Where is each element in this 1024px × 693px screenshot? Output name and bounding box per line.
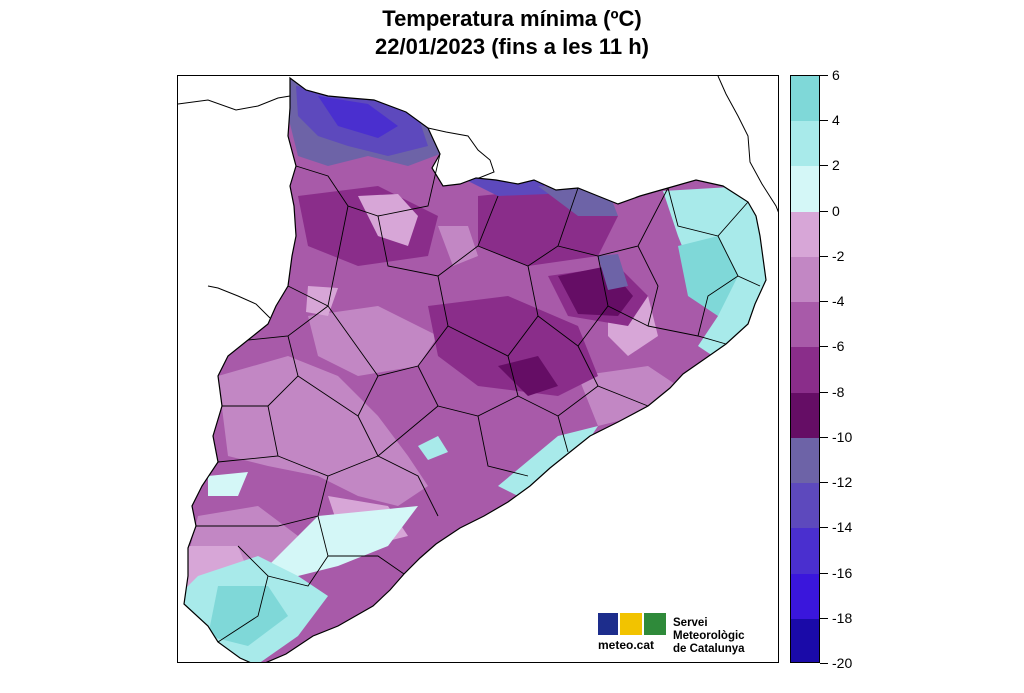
color-legend-bar bbox=[790, 75, 820, 663]
legend-tick-label: 4 bbox=[832, 112, 840, 129]
temperature-map: meteo.cat Servei Meteorològic de Catalun… bbox=[177, 75, 779, 663]
legend-tick-label: -14 bbox=[832, 519, 853, 536]
legend-swatch bbox=[791, 211, 819, 257]
catalonia-border bbox=[183, 76, 767, 662]
legend-tick bbox=[820, 527, 828, 529]
legend-swatch bbox=[791, 166, 819, 212]
legend-tick bbox=[820, 165, 828, 167]
legend-tick-label: -16 bbox=[832, 564, 853, 581]
meteocat-logo[interactable]: meteo.cat bbox=[598, 613, 668, 655]
legend-tick bbox=[820, 346, 828, 348]
legend-swatch bbox=[791, 528, 819, 574]
legend-tick-label: 0 bbox=[832, 202, 840, 219]
legend-swatch bbox=[791, 392, 819, 438]
legend-swatch bbox=[791, 437, 819, 484]
legend-swatch bbox=[791, 573, 819, 619]
legend-tick-label: -4 bbox=[832, 293, 845, 310]
legend-swatch bbox=[791, 483, 819, 529]
logo-block-blue bbox=[598, 613, 618, 635]
catalonia-map-svg bbox=[178, 76, 778, 662]
comarca-boundaries bbox=[196, 153, 761, 643]
legend-tick bbox=[820, 482, 828, 484]
legend-swatch bbox=[791, 347, 819, 393]
legend-tick bbox=[820, 301, 828, 303]
logo-text: meteo.cat bbox=[598, 638, 655, 652]
map-title: Temperatura mínima (ºC) bbox=[382, 6, 642, 31]
legend-tick-label: -10 bbox=[832, 428, 853, 445]
legend-swatch bbox=[791, 302, 819, 348]
legend-tick-label: -2 bbox=[832, 247, 845, 264]
legend-tick bbox=[820, 572, 828, 574]
legend-tick bbox=[820, 255, 828, 257]
organization-name-line2: de Catalunya bbox=[673, 643, 745, 655]
legend-tick bbox=[820, 663, 828, 664]
legend-swatch bbox=[791, 76, 819, 122]
organization-name: Servei Meteorològic de Catalunya bbox=[673, 617, 778, 656]
map-subtitle-date: 22/01/2023 (fins a les 11 h) bbox=[375, 34, 649, 59]
legend-tick bbox=[820, 120, 828, 122]
legend-swatch bbox=[791, 618, 819, 662]
legend-tick bbox=[820, 617, 828, 619]
legend-tick bbox=[820, 436, 828, 438]
legend-tick bbox=[820, 75, 828, 76]
legend-tick-label: -18 bbox=[832, 609, 853, 626]
legend-tick-label: 2 bbox=[832, 157, 840, 174]
cloud-icon bbox=[644, 613, 666, 635]
legend-tick-label: -8 bbox=[832, 383, 845, 400]
sun-icon bbox=[620, 613, 642, 635]
legend-tick-label: -6 bbox=[832, 338, 845, 355]
legend-swatch bbox=[791, 121, 819, 167]
legend-tick-label: 6 bbox=[832, 67, 840, 83]
legend-tick-label: -12 bbox=[832, 474, 853, 491]
legend-tick bbox=[820, 210, 828, 212]
organization-name-line1: Servei Meteorològic bbox=[673, 617, 745, 642]
legend-swatch bbox=[791, 256, 819, 303]
legend-tick-label: -20 bbox=[832, 655, 853, 671]
legend-tick bbox=[820, 391, 828, 393]
